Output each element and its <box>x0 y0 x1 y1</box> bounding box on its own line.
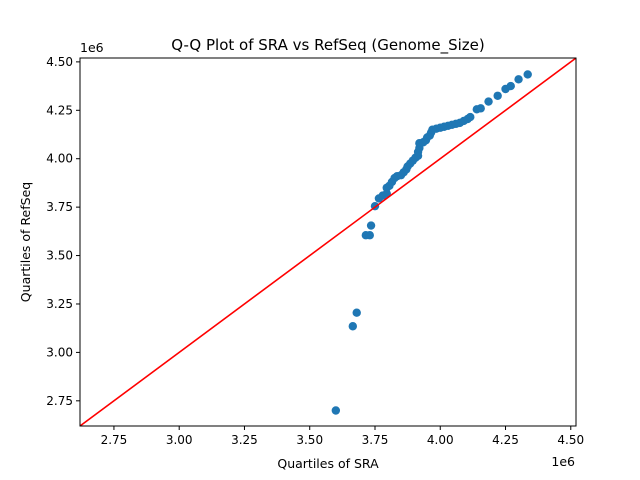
plot-frame <box>79 57 577 427</box>
x-tick-label: 3.00 <box>166 433 193 447</box>
x-tick-label: 2.75 <box>101 433 128 447</box>
data-point <box>382 189 391 198</box>
data-point <box>484 97 493 106</box>
y-tick-label: 3.50 <box>46 249 73 263</box>
data-point <box>466 112 475 122</box>
data-point <box>348 322 357 331</box>
x-tick-label: 4.25 <box>492 433 519 447</box>
y-tick-label: 4.50 <box>46 55 73 69</box>
data-point <box>523 70 532 79</box>
data-point <box>493 91 502 100</box>
y-tick-label: 4.25 <box>46 103 73 117</box>
data-point <box>514 75 523 84</box>
data-point <box>365 231 374 240</box>
x-tick-label: 4.00 <box>427 433 454 447</box>
data-point <box>352 308 361 317</box>
x-axis-label: Quartiles of SRA <box>277 456 379 471</box>
y-axis: 2.75 3.00 3.25 3.50 3.75 4.00 4.25 4.50 <box>46 55 80 408</box>
x-tick-label: 4.50 <box>557 433 584 447</box>
y-axis-label: Quartiles of RefSeq <box>18 182 33 302</box>
y-tick-label: 3.75 <box>46 200 73 214</box>
x-axis: 2.75 3.00 3.25 3.50 3.75 4.00 4.25 4.50 <box>101 426 584 447</box>
x-axis-offset-label: 1e6 <box>551 454 575 469</box>
data-point <box>366 221 376 230</box>
plot-area <box>80 58 576 426</box>
y-tick-label: 3.25 <box>46 297 73 311</box>
data-point <box>331 406 341 415</box>
chart-title: Q-Q Plot of SRA vs RefSeq (Genome_Size) <box>171 36 485 55</box>
y-axis-offset-label: 1e6 <box>80 40 104 55</box>
data-point <box>506 81 515 91</box>
y-tick-label: 4.00 <box>46 152 73 166</box>
x-tick-label: 3.25 <box>231 433 258 447</box>
y-tick-label: 2.75 <box>46 394 73 408</box>
reference-line <box>80 58 576 426</box>
data-point <box>476 104 485 113</box>
x-tick-label: 3.75 <box>362 433 389 447</box>
y-tick-label: 3.00 <box>46 345 73 359</box>
x-tick-label: 3.50 <box>296 433 323 447</box>
